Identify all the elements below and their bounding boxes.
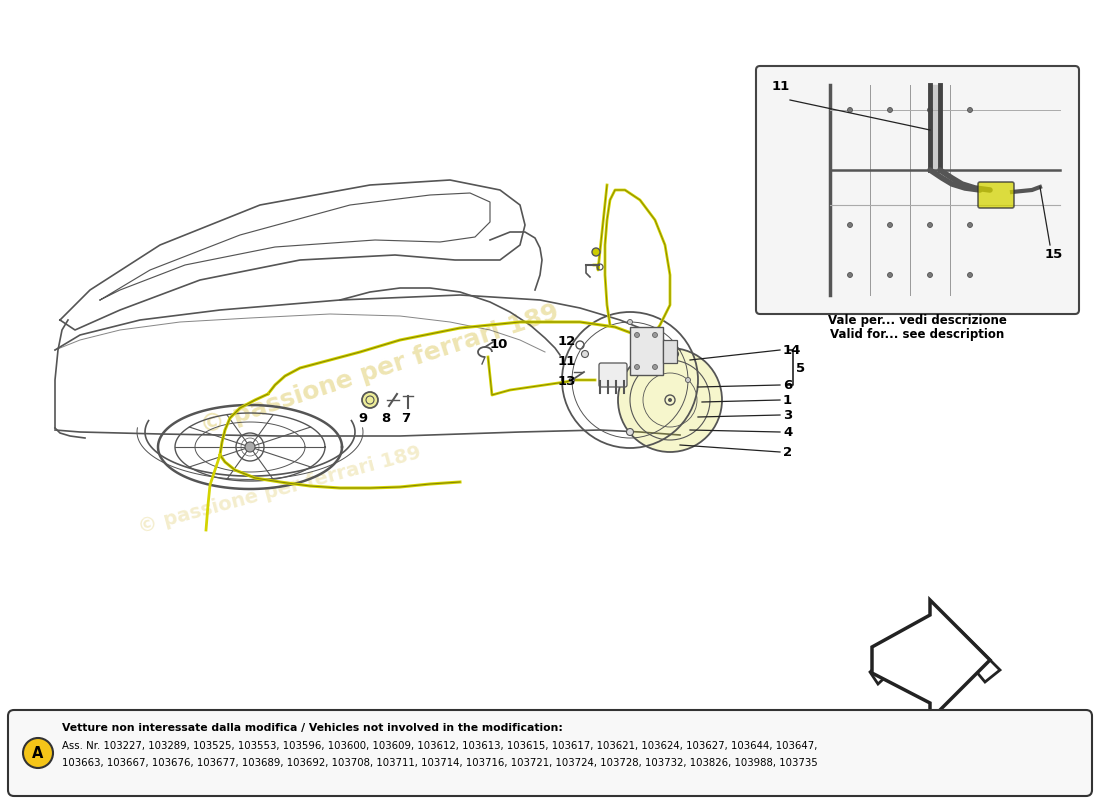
- Circle shape: [618, 348, 722, 452]
- Circle shape: [627, 319, 632, 325]
- Text: 9: 9: [358, 412, 367, 425]
- Text: © passione per ferrari 189: © passione per ferrari 189: [136, 443, 424, 537]
- Text: 103663, 103667, 103676, 103677, 103689, 103692, 103708, 103711, 103714, 103716, : 103663, 103667, 103676, 103677, 103689, …: [62, 758, 817, 768]
- Circle shape: [652, 333, 658, 338]
- Circle shape: [968, 273, 972, 278]
- Circle shape: [23, 738, 53, 768]
- Text: 5: 5: [796, 362, 805, 375]
- Text: Ass. Nr. 103227, 103289, 103525, 103553, 103596, 103600, 103609, 103612, 103613,: Ass. Nr. 103227, 103289, 103525, 103553,…: [62, 741, 817, 751]
- Circle shape: [627, 429, 634, 435]
- Circle shape: [968, 107, 972, 113]
- Circle shape: [592, 248, 600, 256]
- Circle shape: [582, 350, 588, 358]
- Text: 7: 7: [402, 412, 410, 425]
- Text: 1: 1: [783, 394, 792, 407]
- Text: 15: 15: [1045, 248, 1064, 261]
- Circle shape: [927, 222, 933, 227]
- Polygon shape: [663, 340, 676, 363]
- Text: A: A: [32, 746, 44, 761]
- Circle shape: [245, 442, 255, 452]
- Circle shape: [685, 378, 691, 382]
- Polygon shape: [630, 327, 663, 375]
- Polygon shape: [872, 600, 990, 720]
- Text: 11: 11: [558, 355, 576, 368]
- Text: 11: 11: [772, 80, 790, 93]
- Circle shape: [635, 333, 639, 338]
- Text: 8: 8: [381, 412, 390, 425]
- Text: 6: 6: [783, 379, 792, 392]
- Circle shape: [847, 107, 852, 113]
- Text: 4: 4: [783, 426, 792, 439]
- Circle shape: [888, 222, 892, 227]
- FancyBboxPatch shape: [600, 363, 627, 387]
- Circle shape: [847, 273, 852, 278]
- Bar: [930, 85, 940, 170]
- Text: Vetture non interessate dalla modifica / Vehicles not involved in the modificati: Vetture non interessate dalla modifica /…: [62, 723, 563, 733]
- Circle shape: [927, 273, 933, 278]
- Circle shape: [888, 107, 892, 113]
- FancyBboxPatch shape: [756, 66, 1079, 314]
- Text: 2: 2: [783, 446, 792, 459]
- Text: 3: 3: [783, 409, 792, 422]
- Circle shape: [362, 392, 378, 408]
- Circle shape: [927, 107, 933, 113]
- FancyBboxPatch shape: [978, 182, 1014, 208]
- FancyBboxPatch shape: [8, 710, 1092, 796]
- Circle shape: [847, 222, 852, 227]
- Text: 12: 12: [558, 335, 576, 348]
- Circle shape: [635, 365, 639, 370]
- Circle shape: [671, 350, 679, 358]
- Text: © passione per ferrari 189: © passione per ferrari 189: [198, 301, 562, 439]
- Text: 10: 10: [490, 338, 508, 351]
- Polygon shape: [920, 622, 1000, 682]
- Text: Valid for... see description: Valid for... see description: [829, 328, 1004, 341]
- Circle shape: [652, 365, 658, 370]
- Circle shape: [570, 378, 574, 382]
- Polygon shape: [870, 622, 930, 684]
- Text: 14: 14: [783, 344, 802, 357]
- Circle shape: [968, 222, 972, 227]
- Circle shape: [668, 398, 672, 402]
- Text: Vale per... vedi descrizione: Vale per... vedi descrizione: [827, 314, 1007, 327]
- Circle shape: [888, 273, 892, 278]
- Text: 13: 13: [558, 375, 576, 388]
